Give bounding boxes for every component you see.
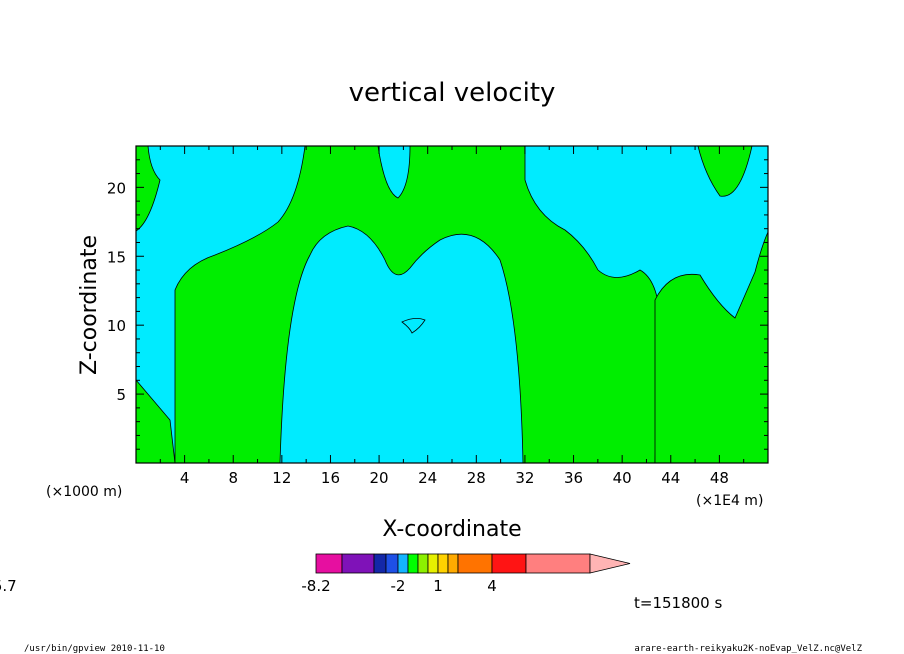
colorbar-box <box>491 553 527 574</box>
negative-spot <box>401 318 426 334</box>
x-tick-label: 48 <box>710 469 729 487</box>
positive-region <box>136 146 161 232</box>
colorbar-box <box>447 553 459 574</box>
x-tick-label: 44 <box>661 469 680 487</box>
colorbar-box <box>341 553 375 574</box>
colorbar-label: -8.2 <box>301 577 330 595</box>
positive-region <box>174 146 661 463</box>
y-tick-label: 20 <box>107 179 126 197</box>
y-axis-label: Z-coordinate <box>77 235 102 375</box>
colorbar-label: 4 <box>487 577 497 595</box>
positive-region <box>654 231 768 463</box>
colorbar-box <box>373 553 387 574</box>
x-tick-label: 16 <box>321 469 340 487</box>
positive-region <box>136 379 176 463</box>
colorbar-box <box>407 553 419 574</box>
x-tick-label: 20 <box>370 469 389 487</box>
x-offset-label: (×1E4 m) <box>696 493 763 509</box>
x-unit-label: (×1000 m) <box>46 484 122 500</box>
x-tick-label: 4 <box>180 469 190 487</box>
y-tick-label: 15 <box>107 248 126 266</box>
x-tick-label: 28 <box>467 469 486 487</box>
x-tick-label: 32 <box>515 469 534 487</box>
colorbar-label: -2 <box>391 577 406 595</box>
colorbar-box <box>525 553 591 574</box>
footer-right: arare-earth-reikyaku2K-noEvap_VelZ.nc@Ve… <box>634 644 862 654</box>
footer-left: /usr/bin/gpview 2010-11-10 <box>24 644 165 654</box>
colorbar-labels: -8.2 -2 1 4 15.7 <box>0 577 497 595</box>
chart-title: vertical velocity <box>349 78 556 108</box>
y-axis: 5 10 15 20 <box>107 159 768 450</box>
contour-field <box>136 146 768 463</box>
x-tick-label: 12 <box>272 469 291 487</box>
x-tick-label: 36 <box>564 469 583 487</box>
colorbar-box <box>397 553 409 574</box>
colorbar-box <box>457 553 493 574</box>
x-tick-label: 24 <box>418 469 437 487</box>
colorbar <box>315 553 631 574</box>
colorbar-label: 1 <box>433 577 443 595</box>
colorbar-box <box>315 553 343 574</box>
time-label: t=151800 s <box>634 594 722 612</box>
x-axis-label: X-coordinate <box>382 517 521 542</box>
colorbar-box <box>437 553 449 574</box>
x-axis: 4 8 12 16 20 24 28 32 36 40 44 48 <box>159 146 745 487</box>
positive-region <box>697 146 753 197</box>
colorbar-label: 15.7 <box>0 577 17 595</box>
x-tick-label: 40 <box>613 469 632 487</box>
y-tick-label: 10 <box>107 317 126 335</box>
colorbar-box <box>385 553 399 574</box>
x-tick-label: 8 <box>228 469 238 487</box>
colorbar-extend-arrow <box>589 553 631 574</box>
colorbar-box <box>427 553 439 574</box>
y-tick-label: 5 <box>116 386 126 404</box>
colorbar-box <box>417 553 429 574</box>
